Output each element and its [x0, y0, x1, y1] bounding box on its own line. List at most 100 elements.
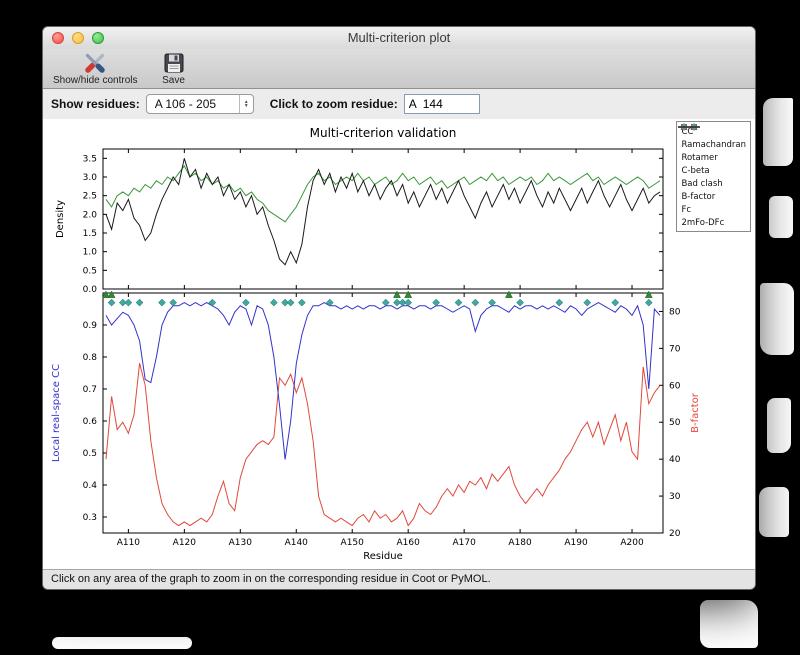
legend-label: Ramachandran [681, 139, 746, 150]
svg-text:A200: A200 [620, 538, 644, 548]
rotamer-outlier-marker [393, 290, 401, 298]
residue-range-value: A 106 - 205 [154, 97, 217, 111]
minimize-window-button[interactable] [72, 32, 84, 44]
app-window: Multi-criterion plot Show/hide controls [42, 26, 756, 590]
plot-legend: CC Ramachandran Rotamer C-beta Bad clash B-fa… [676, 121, 751, 232]
svg-text:1.5: 1.5 [83, 229, 97, 239]
svg-text:Density: Density [55, 200, 66, 238]
legend-item: Rotamer [680, 123, 746, 164]
window-titlebar[interactable]: Multi-criterion plot [43, 27, 755, 49]
svg-text:0.5: 0.5 [83, 266, 97, 276]
bad-clash-marker [158, 298, 166, 307]
svg-text:B-factor: B-factor [690, 392, 701, 433]
bad-clash-marker [393, 298, 401, 307]
zoom-residue-label: Click to zoom residue: [269, 97, 398, 111]
svg-text:0.8: 0.8 [83, 353, 98, 363]
window-controls [52, 32, 112, 44]
svg-text:A150: A150 [341, 538, 365, 548]
desktop-artifact [767, 398, 791, 453]
svg-text:A180: A180 [508, 538, 532, 548]
toolbar: Show/hide controls Save [43, 49, 755, 89]
desktop-artifact [763, 98, 793, 166]
svg-text:40: 40 [669, 455, 681, 465]
crossed-tools-icon [82, 50, 108, 76]
svg-text:3.0: 3.0 [83, 173, 98, 183]
legend-item: Bad clash [680, 123, 746, 190]
svg-text:Multi-criterion validation: Multi-criterion validation [310, 126, 457, 140]
bad-clash-marker [135, 298, 144, 307]
legend-label: 2mFo-DFc [681, 217, 725, 228]
legend-item: Ramachandran [681, 124, 746, 151]
bad-clash-marker [107, 298, 116, 307]
bad-clash-marker [286, 298, 295, 307]
status-bar: Click on any area of the graph to zoom i… [43, 569, 755, 589]
svg-text:3.5: 3.5 [83, 154, 97, 164]
svg-text:70: 70 [669, 344, 681, 354]
bad-clash-marker [270, 298, 278, 307]
bad-clash-marker [611, 298, 620, 307]
svg-text:A140: A140 [285, 538, 309, 548]
save-label: Save [162, 75, 185, 86]
bad-clash-marker [281, 298, 289, 307]
svg-text:0.0: 0.0 [83, 285, 98, 295]
plot-area[interactable]: Multi-criterion validation A110 A120 A130 A1… [43, 119, 755, 569]
desktop-artifact [760, 283, 794, 355]
legend-label: Rotamer [681, 152, 718, 163]
show-hide-controls-button[interactable]: Show/hide controls [51, 50, 140, 86]
2mfo-dfc-legend-marker [678, 126, 701, 128]
desktop-artifact [759, 487, 789, 537]
save-button[interactable]: Save [160, 50, 188, 86]
svg-text:1.0: 1.0 [83, 248, 98, 258]
legend-item: Fc [678, 126, 746, 216]
legend-label: Fc [681, 204, 691, 215]
legend-label: C-beta [681, 165, 710, 176]
residue-range-select[interactable]: A 106 - 205 ▲ ▼ [145, 94, 254, 114]
bad-clash-marker [381, 298, 390, 307]
svg-text:A170: A170 [452, 538, 476, 548]
svg-text:0.5: 0.5 [83, 449, 97, 459]
controls-bar: Show residues: A 106 - 205 ▲ ▼ Click to z… [43, 89, 755, 119]
svg-text:0.3: 0.3 [83, 513, 97, 523]
bad-clash-marker [432, 298, 441, 307]
svg-text:0.9: 0.9 [83, 321, 98, 331]
window-title: Multi-criterion plot [347, 30, 451, 45]
desktop-artifact [769, 196, 793, 238]
svg-text:20: 20 [669, 529, 681, 539]
bad-clash-marker [516, 298, 524, 307]
bad-clash-marker [208, 298, 217, 307]
svg-text:A110: A110 [117, 538, 141, 548]
bad-clash-marker [583, 298, 592, 307]
legend-item: B-factor [678, 126, 746, 203]
svg-text:Local real-space CC: Local real-space CC [51, 364, 62, 462]
svg-text:50: 50 [669, 418, 681, 428]
close-window-button[interactable] [52, 32, 64, 44]
bad-clash-marker [124, 298, 133, 307]
show-hide-controls-label: Show/hide controls [53, 75, 138, 86]
svg-text:A160: A160 [397, 538, 421, 548]
rotamer-outlier-marker [644, 290, 653, 298]
bad-clash-marker [471, 298, 480, 307]
legend-label: B-factor [681, 191, 716, 202]
zoom-residue-input[interactable] [403, 94, 480, 114]
save-floppy-icon [162, 50, 186, 76]
bad-clash-marker [404, 298, 413, 307]
svg-text:0.6: 0.6 [83, 417, 98, 427]
svg-text:0.4: 0.4 [83, 481, 98, 491]
rotamer-outlier-marker [107, 290, 116, 298]
legend-label: CC [681, 126, 694, 137]
rotamer-outlier-marker [404, 290, 413, 298]
svg-text:A130: A130 [229, 538, 253, 548]
svg-text:2.5: 2.5 [83, 192, 97, 202]
bad-clash-marker [488, 298, 496, 307]
bad-clash-marker [644, 298, 653, 307]
bad-clash-marker [169, 298, 178, 307]
svg-text:Residue: Residue [363, 551, 402, 562]
legend-item: 2mFo-DFc [678, 126, 746, 229]
svg-text:0.7: 0.7 [83, 385, 97, 395]
zoom-window-button[interactable] [92, 32, 104, 44]
plot-svg[interactable]: Multi-criterion validation A110 A120 A130 A1… [43, 119, 755, 569]
legend-label: Bad clash [681, 178, 723, 189]
bad-clash-marker [555, 298, 564, 307]
svg-text:80: 80 [669, 307, 681, 317]
